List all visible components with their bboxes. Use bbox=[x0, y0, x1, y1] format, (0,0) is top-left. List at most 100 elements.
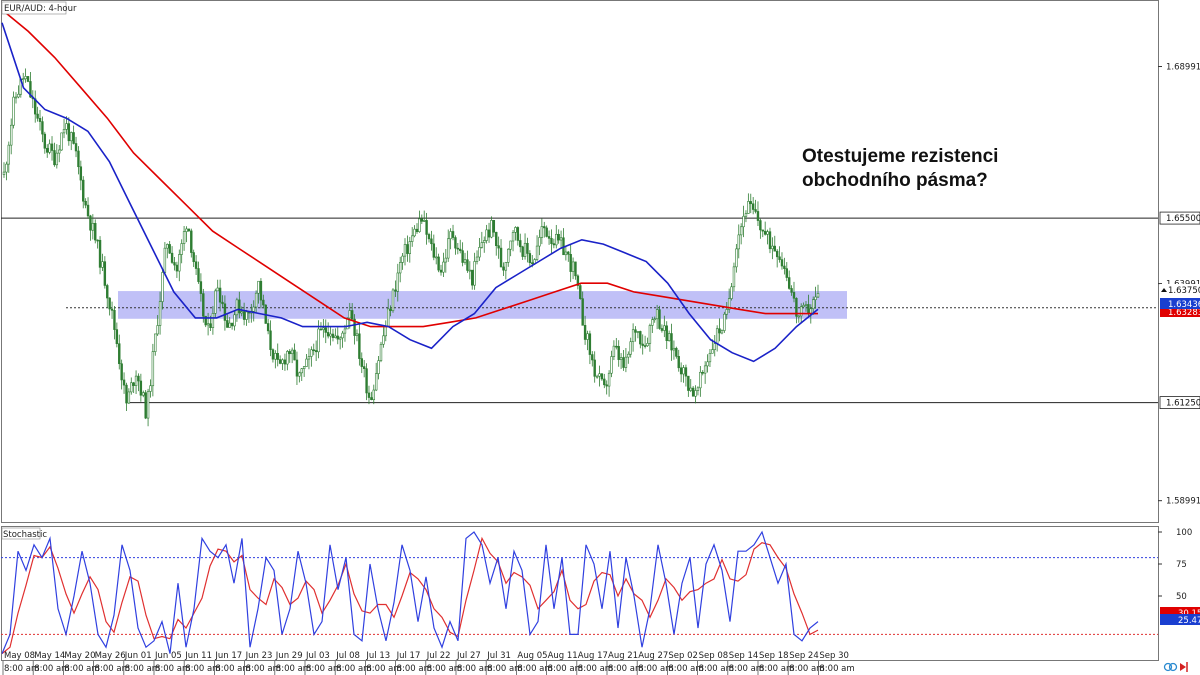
link-chain-icon[interactable] bbox=[1163, 662, 1178, 672]
candle bbox=[271, 348, 275, 363]
candle bbox=[636, 331, 640, 339]
candle bbox=[694, 385, 697, 404]
date-label: May 08 bbox=[4, 651, 35, 661]
date-label: Sep 08 bbox=[699, 651, 729, 661]
candle bbox=[814, 286, 817, 309]
candle bbox=[401, 253, 404, 270]
candle bbox=[202, 288, 205, 323]
candle bbox=[735, 243, 738, 273]
date-label: Jul 27 bbox=[456, 651, 481, 661]
date-label: Sep 02 bbox=[668, 651, 698, 661]
price-tag-blue bbox=[1160, 298, 1200, 309]
stochastic-frame bbox=[1, 526, 1159, 661]
candle bbox=[130, 377, 133, 395]
candle bbox=[406, 235, 409, 262]
candle bbox=[197, 261, 200, 284]
candle bbox=[583, 315, 587, 345]
candle bbox=[103, 256, 107, 289]
candle bbox=[699, 366, 702, 397]
candle bbox=[22, 72, 25, 86]
candle bbox=[646, 337, 649, 347]
price-tag-red bbox=[1160, 306, 1200, 317]
candle bbox=[151, 343, 155, 397]
ask-arrow-icon bbox=[1161, 288, 1167, 292]
candle bbox=[173, 257, 176, 271]
candle bbox=[322, 319, 325, 338]
date-label: Jun 23 bbox=[245, 651, 273, 661]
candle bbox=[778, 246, 781, 263]
candle bbox=[732, 262, 736, 292]
candle bbox=[624, 348, 628, 373]
candle bbox=[643, 335, 647, 349]
price-tag-ask bbox=[1160, 284, 1200, 295]
time-label: 8:00 am bbox=[397, 664, 432, 674]
candle bbox=[329, 326, 332, 346]
candle bbox=[137, 373, 140, 392]
candle bbox=[379, 341, 383, 363]
time-label: 8:00 am bbox=[729, 664, 764, 674]
candle bbox=[194, 255, 198, 276]
time-label: 8:00 am bbox=[427, 664, 462, 674]
candle bbox=[353, 314, 356, 345]
candle bbox=[312, 343, 315, 356]
candle bbox=[300, 367, 303, 382]
candle bbox=[519, 233, 522, 253]
candle bbox=[168, 240, 171, 254]
candle bbox=[696, 386, 700, 396]
stochastic-label: Stochastic bbox=[3, 530, 47, 540]
candle bbox=[305, 353, 308, 367]
candle bbox=[221, 295, 224, 308]
candle bbox=[274, 350, 277, 369]
candle bbox=[185, 226, 188, 243]
candle bbox=[413, 225, 416, 238]
candle bbox=[84, 198, 87, 209]
candle bbox=[610, 350, 613, 378]
candle bbox=[17, 85, 20, 99]
candle bbox=[567, 250, 570, 262]
candle bbox=[161, 269, 164, 310]
date-label: Aug 21 bbox=[608, 651, 638, 661]
candle bbox=[216, 279, 219, 292]
candle bbox=[437, 253, 440, 273]
candle bbox=[718, 318, 721, 342]
candle bbox=[591, 351, 594, 367]
time-label: 8:00 am bbox=[185, 664, 220, 674]
candle bbox=[38, 109, 42, 131]
time-label: 8:00 am bbox=[125, 664, 160, 674]
stochastic-main-line bbox=[1, 530, 819, 654]
candle bbox=[670, 323, 673, 361]
candle bbox=[115, 322, 119, 348]
candle bbox=[771, 237, 774, 260]
candle bbox=[142, 390, 145, 398]
candle bbox=[507, 248, 510, 267]
candle bbox=[96, 239, 99, 249]
time-label: 8:00 am bbox=[548, 664, 583, 674]
candle bbox=[754, 199, 757, 214]
candle bbox=[238, 291, 241, 319]
date-label: May 14 bbox=[34, 651, 65, 661]
auto-scroll-arrow-icon[interactable] bbox=[1180, 662, 1188, 672]
candle bbox=[730, 283, 733, 301]
candle bbox=[653, 316, 656, 323]
candle bbox=[665, 321, 668, 350]
symbol-label: EUR/AUD: 4-hour bbox=[4, 4, 77, 14]
candle bbox=[67, 117, 71, 146]
candle bbox=[727, 288, 731, 314]
stochastic-value-tag bbox=[1160, 607, 1200, 618]
candle bbox=[106, 283, 109, 308]
candle bbox=[756, 201, 760, 226]
candle bbox=[425, 212, 428, 245]
stochastic-axis: 100755030.1525.47 bbox=[1158, 528, 1200, 626]
candle bbox=[163, 242, 167, 276]
candle bbox=[403, 238, 407, 266]
slow-moving-average bbox=[1, 9, 818, 328]
candle bbox=[485, 224, 488, 244]
candle bbox=[233, 310, 236, 331]
candle bbox=[785, 262, 788, 282]
candle bbox=[605, 380, 608, 395]
candle bbox=[634, 326, 637, 342]
stochastic-signal-line bbox=[1, 536, 819, 655]
candle bbox=[502, 262, 505, 277]
candle bbox=[127, 388, 131, 404]
candle bbox=[5, 161, 8, 181]
